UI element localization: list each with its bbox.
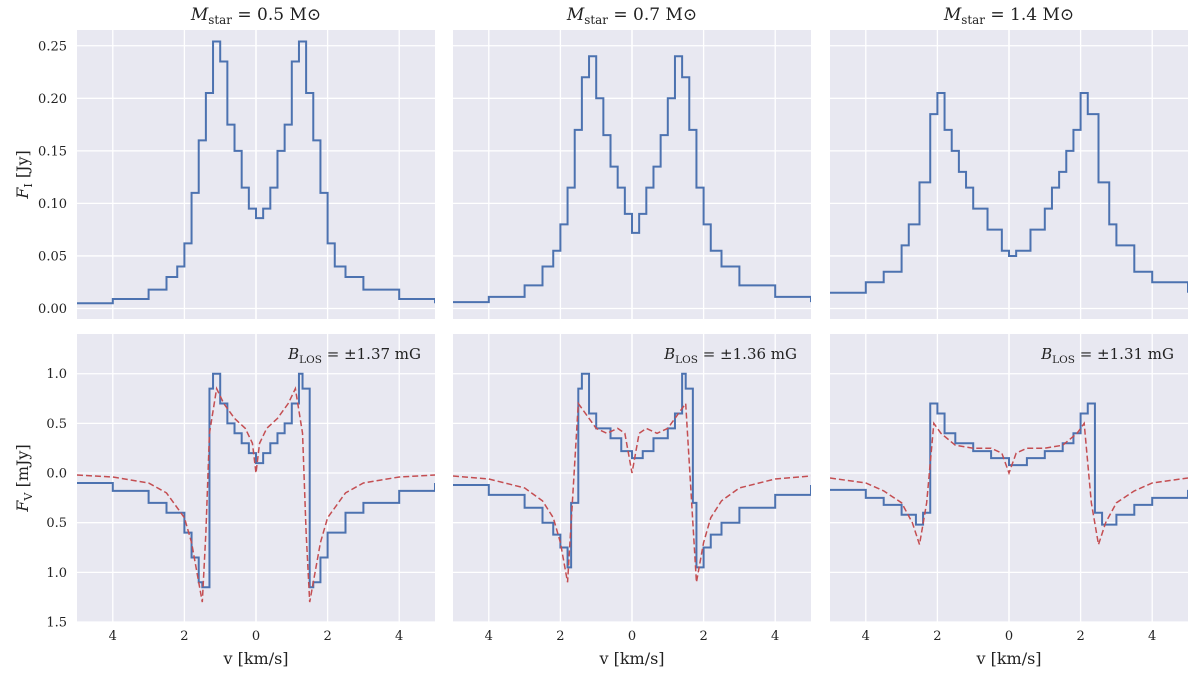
y-tick-label: 0.5 bbox=[46, 417, 67, 432]
x-tick-label: 4 bbox=[1148, 629, 1156, 644]
y-tick-label: 0.5 bbox=[46, 516, 67, 531]
panel-top-1: 0.00 0.05 0.10 0.15 0.20 0.25 bbox=[38, 30, 435, 319]
x-tick-label: 4 bbox=[395, 629, 403, 644]
stokes-step-series bbox=[453, 372, 811, 569]
grid-lines bbox=[453, 30, 811, 319]
grid-lines bbox=[77, 334, 435, 623]
panel-title: Mstar = 0.7 M⊙ bbox=[566, 5, 697, 27]
y-tick-label: 1.0 bbox=[46, 566, 67, 581]
x-tick-label: 2 bbox=[323, 629, 331, 644]
grid-lines bbox=[77, 30, 435, 319]
x-tick-label: 2 bbox=[556, 629, 564, 644]
x-tick-label: 2 bbox=[1076, 629, 1084, 644]
top-y-axis-label: FI [Jy] bbox=[13, 150, 35, 200]
panel-top-2 bbox=[453, 30, 811, 319]
model-dashed-series bbox=[77, 386, 435, 603]
stokes-step-series bbox=[830, 92, 1188, 294]
x-axis-label: v [km/s] bbox=[975, 649, 1041, 668]
panel-top-3 bbox=[830, 30, 1188, 319]
bottom-y-axis-label: FV [mJy] bbox=[13, 444, 35, 512]
y-tick-label: 0.10 bbox=[38, 197, 67, 212]
x-axis-label: v [km/s] bbox=[222, 649, 288, 668]
b-los-annotation: BLOS = ±1.31 mG bbox=[1040, 345, 1174, 366]
panel-title: Mstar = 1.4 M⊙ bbox=[943, 5, 1074, 27]
model-dashed-series bbox=[830, 421, 1188, 545]
b-los-annotation: BLOS = ±1.37 mG bbox=[287, 345, 421, 366]
stokes-step-series bbox=[77, 40, 435, 305]
x-tick-label: 2 bbox=[933, 629, 941, 644]
panel-bottom-1: 4 2 0 2 4 1.5 1.0 0.5 0.0 0.5 1.0 bbox=[46, 334, 435, 644]
b-los-annotation: BLOS = ±1.36 mG bbox=[663, 345, 797, 366]
y-tick-label: 1.5 bbox=[46, 616, 67, 631]
y-tick-label: 1.0 bbox=[46, 367, 67, 382]
x-tick-label: 4 bbox=[109, 629, 117, 644]
labels-layer: Mstar = 0.5 M⊙ Mstar = 0.7 M⊙ Mstar = 1.4 … bbox=[13, 5, 1174, 668]
y-tick-label: 0.0 bbox=[46, 467, 67, 482]
y-tick-label: 0.00 bbox=[38, 302, 67, 317]
y-tick-label: 0.15 bbox=[38, 144, 67, 159]
x-tick-label: 4 bbox=[771, 629, 779, 644]
panel-bottom-2: 4 2 0 2 4 bbox=[453, 334, 811, 644]
grid-lines bbox=[830, 30, 1188, 319]
x-tick-label: 4 bbox=[485, 629, 493, 644]
x-tick-label: 0 bbox=[252, 629, 260, 644]
x-tick-label: 4 bbox=[862, 629, 870, 644]
x-tick-label: 0 bbox=[628, 629, 636, 644]
y-tick-label: 0.25 bbox=[38, 39, 67, 54]
panels-layer: 0.000.050.100.150.200.254 2 0 2 41.51.00.50.… bbox=[38, 30, 1188, 644]
model-dashed-series bbox=[453, 401, 811, 583]
y-tick-label: 0.20 bbox=[38, 92, 67, 107]
x-tick-label: 0 bbox=[1005, 629, 1013, 644]
x-tick-label: 2 bbox=[699, 629, 707, 644]
stokes-step-series bbox=[77, 372, 435, 589]
panel-bottom-3: 4 2 0 2 4 bbox=[830, 334, 1188, 644]
stokes-step-series bbox=[830, 402, 1188, 526]
x-tick-label: 2 bbox=[180, 629, 188, 644]
panel-title: Mstar = 0.5 M⊙ bbox=[190, 5, 321, 27]
stokes-step-series bbox=[453, 55, 811, 304]
y-tick-label: 0.05 bbox=[38, 249, 67, 264]
x-axis-label: v [km/s] bbox=[598, 649, 664, 668]
